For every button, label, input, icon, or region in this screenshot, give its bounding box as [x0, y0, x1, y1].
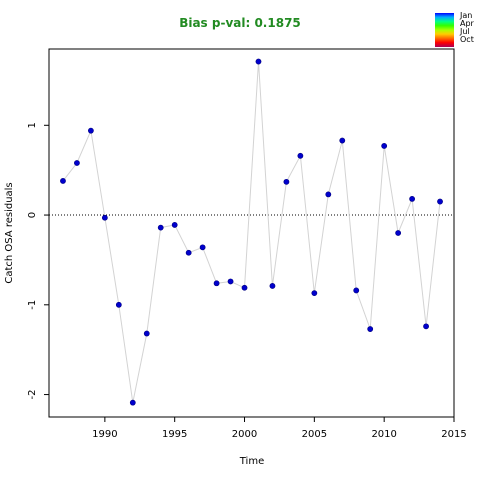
- data-point: [227, 278, 234, 285]
- data-point: [185, 249, 192, 256]
- y-tick-label: -1: [27, 300, 38, 310]
- legend-color-bar: [435, 13, 454, 47]
- series-line: [62, 61, 441, 403]
- data-point: [395, 230, 402, 236]
- y-tick-label: -2: [27, 390, 38, 400]
- data-point: [129, 399, 136, 406]
- x-tick-label: 1995: [162, 429, 187, 440]
- data-point: [325, 191, 332, 198]
- data-points: [60, 58, 443, 406]
- data-point: [297, 152, 304, 159]
- data-point: [255, 58, 262, 65]
- data-point: [60, 178, 66, 184]
- data-point: [143, 330, 150, 337]
- legend-label-jul: Jul: [460, 27, 470, 36]
- data-point: [269, 283, 276, 289]
- data-point: [101, 214, 108, 221]
- data-point: [241, 284, 248, 291]
- data-point: [283, 178, 290, 185]
- legend-label-oct: Oct: [460, 35, 474, 44]
- y-tick-label: 1: [27, 122, 38, 128]
- data-point: [353, 287, 360, 294]
- data-point: [381, 143, 388, 149]
- data-point: [213, 280, 220, 287]
- data-point: [74, 160, 80, 166]
- data-point: [199, 244, 206, 251]
- x-tick-label: 2000: [232, 429, 257, 440]
- plot-frame: [48, 48, 455, 418]
- legend-label-apr: Apr: [460, 19, 474, 28]
- y-axis-label: Catch OSA residuals: [4, 182, 15, 283]
- x-tick-label: 2010: [371, 429, 396, 440]
- data-point: [311, 290, 318, 297]
- data-point: [423, 323, 429, 330]
- data-point: [367, 326, 374, 332]
- x-axis-label: Time: [239, 456, 264, 467]
- x-axis: 1990 1995 2000 2005 2010 2015: [92, 417, 467, 440]
- data-point: [409, 195, 416, 202]
- data-point: [87, 127, 94, 134]
- x-tick-label: 2015: [441, 429, 466, 440]
- y-tick-label: 0: [27, 212, 38, 218]
- data-point: [157, 224, 164, 231]
- y-axis: -2 -1 0 1: [27, 122, 49, 400]
- data-point: [437, 198, 443, 205]
- legend-label-jan: Jan: [460, 11, 473, 20]
- data-point: [115, 301, 122, 308]
- data-point: [171, 222, 178, 228]
- chart-title: Bias p-val: 0.1875: [179, 16, 301, 30]
- data-point: [339, 137, 346, 144]
- x-tick-label: 2005: [302, 429, 327, 440]
- x-tick-label: 1990: [92, 429, 117, 440]
